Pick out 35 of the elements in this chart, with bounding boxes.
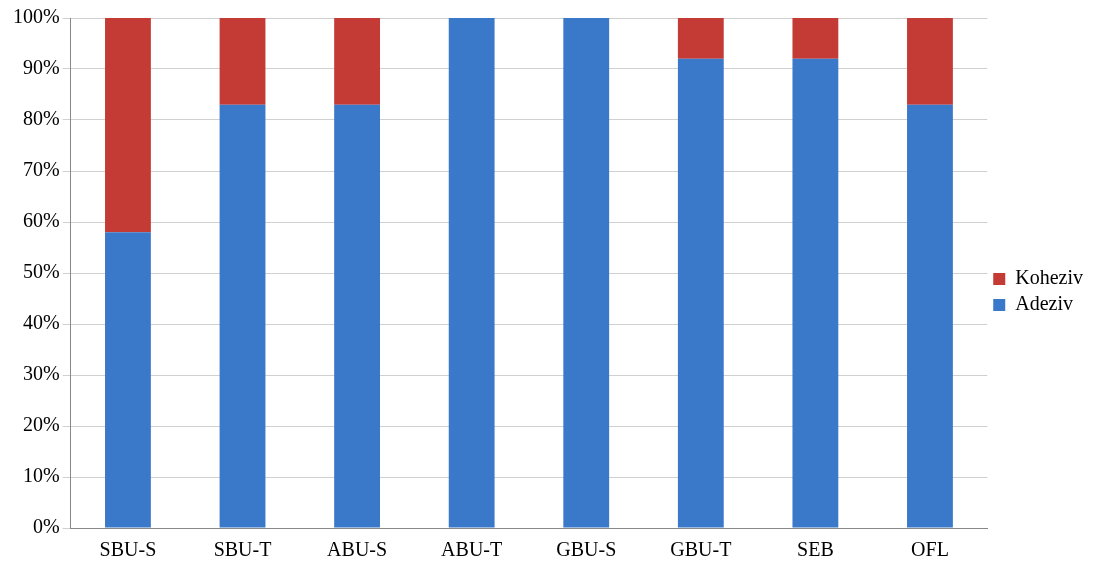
x-tick-label: SBU-T (213, 538, 272, 561)
legend-label: Adeziv (1015, 292, 1074, 315)
y-tick-label: 80% (22, 107, 60, 130)
bar (219, 104, 266, 528)
bar (563, 18, 610, 528)
bar (907, 18, 953, 105)
x-tick-label: OFL (911, 538, 949, 561)
y-tick-label: 70% (22, 158, 60, 181)
y-tick-label: 60% (22, 209, 60, 232)
y-tick-label: 0% (32, 515, 60, 538)
y-tick-label: 100% (12, 5, 60, 28)
y-tick-label: 30% (22, 362, 60, 385)
bar (219, 18, 266, 105)
x-tick-label: ABU-S (327, 538, 388, 561)
x-tick-label: SBU-S (99, 538, 157, 561)
y-tick-label: 20% (22, 413, 60, 436)
bar (792, 58, 839, 528)
bar (105, 18, 151, 233)
bar (907, 104, 953, 528)
bar (677, 58, 724, 528)
x-tick-label: GBU-T (670, 538, 732, 561)
bar (334, 18, 381, 105)
y-tick-label: 40% (22, 311, 60, 334)
bar (334, 104, 381, 528)
y-tick-label: 90% (22, 56, 60, 79)
x-tick-label: SEB (797, 538, 834, 561)
bar (105, 232, 151, 528)
bar (448, 18, 495, 528)
y-tick-label: 10% (22, 464, 60, 487)
x-tick-label: ABU-T (441, 538, 503, 561)
y-tick-label: 50% (22, 260, 60, 283)
legend-label: Koheziv (1015, 266, 1084, 289)
x-tick-label: GBU-S (556, 538, 617, 561)
bar (677, 18, 724, 59)
bar (792, 18, 839, 59)
